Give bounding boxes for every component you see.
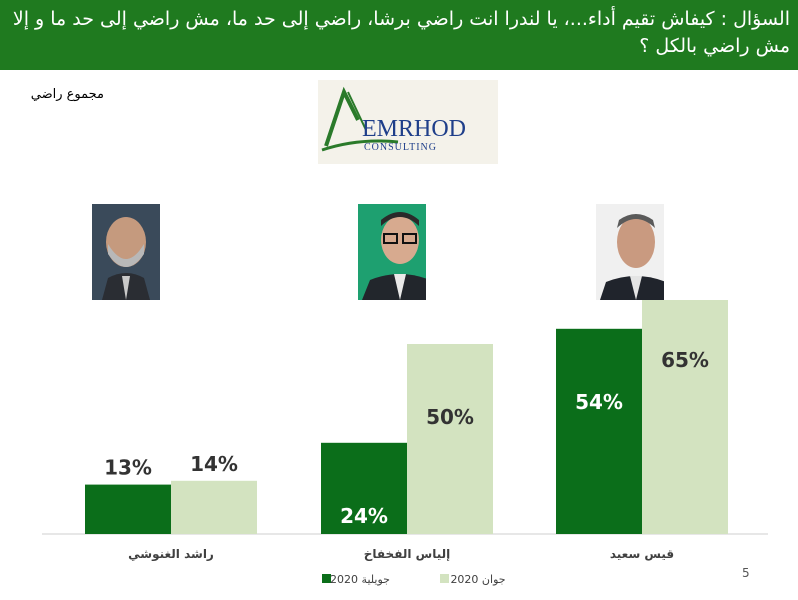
bar-value-label: 24%	[340, 504, 388, 528]
svg-text:EMRHOD: EMRHOD	[362, 116, 466, 142]
bars-group	[85, 300, 728, 534]
legend: جويلية 2020 جوان 2020	[322, 573, 506, 586]
bar-value-label: 14%	[190, 452, 238, 476]
bar-june-1	[407, 344, 493, 534]
portrait-saied	[596, 204, 664, 300]
bar-june-2	[642, 300, 728, 534]
category-labels-group: راشد الغنوشي إلياس الفخفاخ قيس سعيد	[128, 547, 674, 562]
bar-july-0	[85, 484, 171, 534]
page-number: 5	[742, 566, 750, 580]
svg-text:CONSULTING: CONSULTING	[364, 142, 437, 153]
category-label: إلياس الفخفاخ	[364, 547, 450, 561]
bar-july-1	[321, 442, 407, 534]
legend-label: جويلية 2020	[330, 573, 390, 586]
bar-value-label: 13%	[104, 456, 152, 480]
bar-july-2	[556, 328, 642, 534]
chart-subtitle: مجموع راضي	[30, 87, 104, 102]
portrait-fakhfakh	[358, 204, 426, 300]
bar-value-label: 65%	[661, 348, 709, 372]
question-banner: السؤال : كيفاش تقيم أداء...، يا لندرا ان…	[0, 0, 798, 70]
category-label: راشد الغنوشي	[128, 547, 214, 562]
question-text: السؤال : كيفاش تقيم أداء...، يا لندرا ان…	[12, 8, 790, 57]
legend-swatch	[440, 574, 449, 583]
legend-swatch	[322, 574, 331, 583]
bar-chart: 13% 14% 24% 50% 54% 65% راشد الغنوشي إلياس الف…	[42, 300, 768, 586]
bar-labels-group: 13% 14% 24% 50% 54% 65%	[104, 348, 709, 528]
legend-label: جوان 2020	[450, 573, 505, 586]
category-label: قيس سعيد	[610, 547, 674, 561]
emrhod-logo: EMRHOD CONSULTING	[318, 80, 498, 164]
bar-june-0	[171, 480, 257, 534]
bar-value-label: 50%	[426, 405, 474, 429]
portrait-ghannouchi	[92, 204, 160, 300]
bar-value-label: 54%	[575, 390, 623, 414]
